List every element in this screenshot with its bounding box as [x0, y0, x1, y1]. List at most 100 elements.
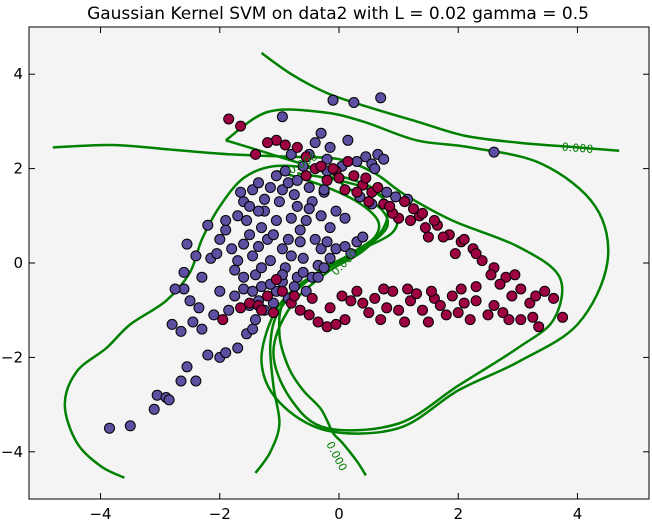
- data-point-class2: [437, 231, 449, 243]
- data-point-class1: [151, 389, 163, 401]
- data-point-class1: [330, 205, 342, 217]
- data-point-class1: [348, 97, 360, 108]
- data-point-class2: [509, 269, 521, 281]
- data-point-class2: [494, 278, 506, 290]
- data-point-class1: [238, 238, 250, 250]
- chart-title: Gaussian Kernel SVM on data2 with L = 0.…: [87, 4, 589, 24]
- data-point-class1: [324, 141, 336, 153]
- data-point-class1: [214, 285, 226, 297]
- data-point-class2: [399, 196, 411, 208]
- contour-label-1: 0.000: [561, 140, 594, 156]
- data-point-class1: [220, 215, 232, 226]
- data-point-class1: [315, 210, 327, 222]
- data-point-class1: [294, 236, 306, 248]
- data-point-class2: [256, 304, 267, 316]
- data-point-class1: [339, 241, 351, 252]
- data-point-class2: [485, 269, 497, 281]
- data-point-class2: [548, 292, 560, 304]
- data-point-class1: [256, 262, 267, 274]
- data-point-class2: [402, 283, 414, 295]
- data-point-class1: [309, 233, 321, 245]
- data-point-class1: [390, 191, 402, 203]
- x-axis: −4 −2 0 2 4: [89, 27, 582, 523]
- data-point-class1: [211, 248, 223, 260]
- data-point-class2: [267, 307, 279, 319]
- data-point-class1: [208, 309, 220, 321]
- data-point-class1: [297, 266, 309, 278]
- data-point-class1: [181, 238, 193, 250]
- data-point-class1: [297, 252, 309, 264]
- data-point-class1: [330, 243, 342, 255]
- data-point-class1: [238, 271, 250, 283]
- data-point-class2: [262, 290, 273, 302]
- data-point-class1: [315, 243, 327, 255]
- data-point-class2: [324, 302, 336, 314]
- data-point-class2: [455, 283, 467, 295]
- data-point-class2: [294, 304, 306, 316]
- data-point-class1: [285, 250, 297, 262]
- data-point-class2: [533, 321, 545, 333]
- data-point-class1: [244, 200, 256, 212]
- data-point-class1: [244, 229, 256, 241]
- data-point-class2: [515, 283, 527, 295]
- data-point-class1: [303, 182, 315, 193]
- y-tick-label: −4: [1, 443, 23, 461]
- data-point-class1: [256, 281, 267, 293]
- data-point-class1: [250, 314, 261, 326]
- data-point-class1: [321, 236, 333, 248]
- data-point-class1: [276, 111, 288, 123]
- data-point-class2: [405, 215, 416, 226]
- data-point-class1: [220, 347, 232, 359]
- data-point-class1: [178, 266, 190, 278]
- data-point-class1: [253, 241, 264, 252]
- data-point-class2: [381, 302, 393, 314]
- data-point-class2: [315, 160, 327, 172]
- data-point-class2: [425, 285, 437, 297]
- data-point-class2: [235, 120, 247, 132]
- data-point-class2: [428, 215, 440, 226]
- data-point-class2: [417, 207, 428, 219]
- data-point-class1: [342, 134, 354, 146]
- data-point-class2: [327, 163, 339, 175]
- data-point-class2: [217, 314, 229, 326]
- contour-line-2: [260, 51, 620, 152]
- data-point-class1: [202, 219, 214, 231]
- data-point-class2: [440, 309, 452, 321]
- data-point-class2: [417, 304, 428, 316]
- data-point-class2: [539, 285, 551, 297]
- data-point-class2: [408, 203, 419, 215]
- data-point-class2: [482, 309, 494, 321]
- data-point-class2: [506, 290, 518, 302]
- data-point-class1: [315, 127, 327, 139]
- data-point-class1: [190, 250, 202, 262]
- data-point-class1: [196, 271, 208, 283]
- data-point-class1: [339, 212, 351, 224]
- data-point-class2: [369, 292, 381, 304]
- data-point-class1: [288, 189, 300, 201]
- data-point-class1: [378, 153, 390, 165]
- data-point-class2: [449, 248, 461, 260]
- data-point-class2: [393, 304, 405, 316]
- data-point-class2: [270, 274, 282, 285]
- data-point-class2: [422, 231, 434, 243]
- data-point-class1: [324, 222, 336, 234]
- data-point-class1: [196, 323, 208, 335]
- data-point-class2: [375, 314, 387, 326]
- data-point-class2: [497, 307, 509, 319]
- data-point-class1: [104, 422, 115, 434]
- x-tick-label: 2: [453, 505, 463, 523]
- data-point-class2: [503, 314, 515, 326]
- data-point-class1: [241, 215, 253, 226]
- data-point-class1: [345, 248, 357, 260]
- data-point-class1: [282, 233, 294, 245]
- data-point-class2: [557, 311, 569, 323]
- data-point-class1: [124, 420, 136, 432]
- data-point-class1: [247, 285, 259, 297]
- data-point-class2: [384, 200, 396, 212]
- data-point-class1: [163, 394, 175, 406]
- y-tick-label: 2: [13, 160, 23, 178]
- data-point-class1: [318, 184, 330, 196]
- data-point-class1: [291, 200, 303, 212]
- data-point-class2: [321, 321, 333, 333]
- x-tick-label: 0: [334, 505, 344, 523]
